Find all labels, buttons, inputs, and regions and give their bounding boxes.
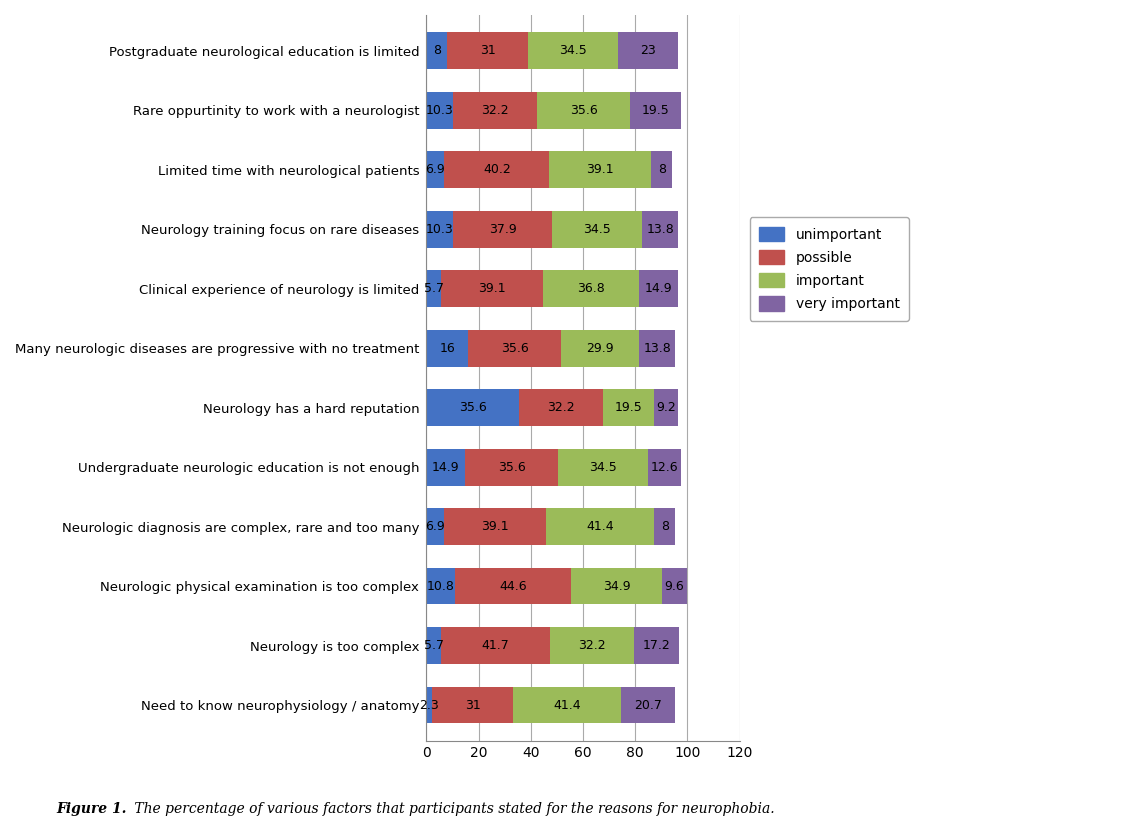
Text: 36.8: 36.8	[577, 282, 606, 295]
Text: 16: 16	[439, 342, 455, 354]
Text: 39.1: 39.1	[479, 282, 506, 295]
Bar	[426, 330, 468, 367]
Bar	[642, 211, 678, 247]
Bar	[538, 91, 631, 129]
Text: 10.3: 10.3	[426, 104, 454, 117]
Bar	[528, 32, 618, 69]
Text: 31: 31	[465, 699, 481, 711]
Text: 40.2: 40.2	[483, 163, 510, 176]
Bar	[552, 211, 642, 247]
Bar	[519, 389, 603, 426]
Text: 37.9: 37.9	[489, 222, 517, 236]
Bar	[570, 568, 662, 605]
Bar	[468, 330, 561, 367]
Bar	[640, 330, 675, 367]
Bar	[621, 686, 676, 723]
Text: 34.5: 34.5	[583, 222, 611, 236]
Bar	[445, 508, 547, 545]
Bar	[631, 91, 682, 129]
Text: 32.2: 32.2	[578, 639, 606, 652]
Text: 41.7: 41.7	[482, 639, 509, 652]
Bar	[649, 448, 682, 485]
Bar	[549, 152, 651, 188]
Text: 12.6: 12.6	[651, 461, 678, 474]
Text: 8: 8	[433, 44, 441, 57]
Bar	[441, 627, 550, 664]
Bar	[454, 91, 538, 129]
Bar	[426, 627, 441, 664]
Bar	[454, 211, 552, 247]
Bar	[662, 568, 687, 605]
Text: 13.8: 13.8	[646, 222, 674, 236]
Text: 34.9: 34.9	[602, 579, 631, 592]
Bar	[634, 627, 679, 664]
Bar	[426, 32, 447, 69]
Bar	[547, 508, 654, 545]
Text: 44.6: 44.6	[499, 579, 526, 592]
Text: 14.9: 14.9	[645, 282, 672, 295]
Bar	[654, 508, 676, 545]
Text: 14.9: 14.9	[432, 461, 459, 474]
Bar	[651, 152, 672, 188]
Text: 35.6: 35.6	[501, 342, 528, 354]
Text: 41.4: 41.4	[586, 520, 615, 533]
Text: 35.6: 35.6	[459, 401, 486, 414]
Text: 2.3: 2.3	[420, 699, 439, 711]
Text: 34.5: 34.5	[590, 461, 617, 474]
Bar	[426, 686, 432, 723]
Legend: unimportant, possible, important, very important: unimportant, possible, important, very i…	[750, 218, 909, 321]
Bar	[432, 686, 514, 723]
Bar	[426, 568, 455, 605]
Bar	[543, 270, 640, 307]
Text: 8: 8	[658, 163, 666, 176]
Bar	[561, 330, 640, 367]
Bar	[426, 91, 454, 129]
Text: 8: 8	[661, 520, 669, 533]
Text: 5.7: 5.7	[424, 639, 443, 652]
Text: 17.2: 17.2	[643, 639, 670, 652]
Bar	[426, 448, 465, 485]
Text: 41.4: 41.4	[553, 699, 581, 711]
Bar	[603, 389, 654, 426]
Text: Figure 1.: Figure 1.	[57, 802, 127, 816]
Text: 31: 31	[480, 44, 496, 57]
Text: 9.6: 9.6	[665, 579, 685, 592]
Text: 20.7: 20.7	[634, 699, 662, 711]
Bar	[445, 152, 549, 188]
Text: 39.1: 39.1	[586, 163, 615, 176]
Bar	[455, 568, 570, 605]
Bar	[441, 270, 543, 307]
Bar	[618, 32, 678, 69]
Bar	[447, 32, 528, 69]
Bar	[426, 211, 454, 247]
Text: 10.3: 10.3	[426, 222, 454, 236]
Text: 32.2: 32.2	[548, 401, 575, 414]
Bar	[426, 270, 441, 307]
Text: The percentage of various factors that participants stated for the reasons for n: The percentage of various factors that p…	[130, 802, 775, 816]
Bar	[426, 389, 519, 426]
Text: 6.9: 6.9	[425, 163, 446, 176]
Bar	[426, 152, 445, 188]
Text: 39.1: 39.1	[482, 520, 509, 533]
Bar	[558, 448, 649, 485]
Bar	[465, 448, 558, 485]
Text: 10.8: 10.8	[426, 579, 455, 592]
Bar	[550, 627, 634, 664]
Text: 19.5: 19.5	[642, 104, 669, 117]
Text: 9.2: 9.2	[657, 401, 676, 414]
Bar	[514, 686, 621, 723]
Bar	[640, 270, 678, 307]
Bar	[654, 389, 678, 426]
Text: 6.9: 6.9	[425, 520, 446, 533]
Text: 19.5: 19.5	[615, 401, 643, 414]
Text: 13.8: 13.8	[643, 342, 671, 354]
Bar	[426, 508, 445, 545]
Text: 35.6: 35.6	[498, 461, 525, 474]
Text: 5.7: 5.7	[424, 282, 443, 295]
Text: 35.6: 35.6	[570, 104, 598, 117]
Text: 29.9: 29.9	[586, 342, 613, 354]
Text: 23: 23	[641, 44, 657, 57]
Text: 32.2: 32.2	[482, 104, 509, 117]
Text: 34.5: 34.5	[559, 44, 587, 57]
